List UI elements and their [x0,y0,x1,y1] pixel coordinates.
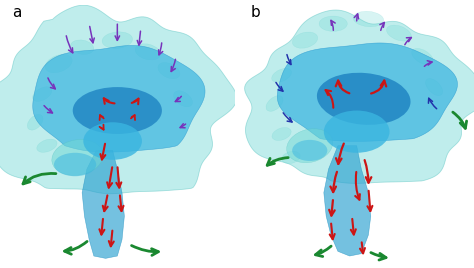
Ellipse shape [282,151,300,164]
Ellipse shape [353,11,383,27]
Ellipse shape [319,16,347,31]
Ellipse shape [324,110,390,153]
Polygon shape [245,10,474,183]
Ellipse shape [37,139,57,152]
Text: b: b [251,5,261,20]
Ellipse shape [27,114,43,130]
Ellipse shape [266,96,283,111]
Ellipse shape [54,153,96,176]
Ellipse shape [317,73,410,125]
Ellipse shape [158,62,180,79]
Ellipse shape [52,140,103,175]
Ellipse shape [292,32,318,48]
Polygon shape [0,5,237,194]
Ellipse shape [135,44,161,60]
Ellipse shape [73,87,162,134]
Ellipse shape [272,68,292,82]
Ellipse shape [102,32,133,49]
Ellipse shape [33,87,52,101]
Ellipse shape [71,40,94,54]
Ellipse shape [173,91,192,107]
Polygon shape [33,45,205,152]
Ellipse shape [83,122,142,160]
Ellipse shape [287,129,333,163]
Ellipse shape [272,128,291,140]
Text: a: a [12,5,21,20]
Ellipse shape [45,54,72,73]
Polygon shape [82,150,124,258]
Ellipse shape [426,79,443,96]
Ellipse shape [386,25,411,41]
Polygon shape [277,43,457,141]
Polygon shape [324,146,371,256]
Ellipse shape [412,49,433,65]
Ellipse shape [292,140,328,161]
